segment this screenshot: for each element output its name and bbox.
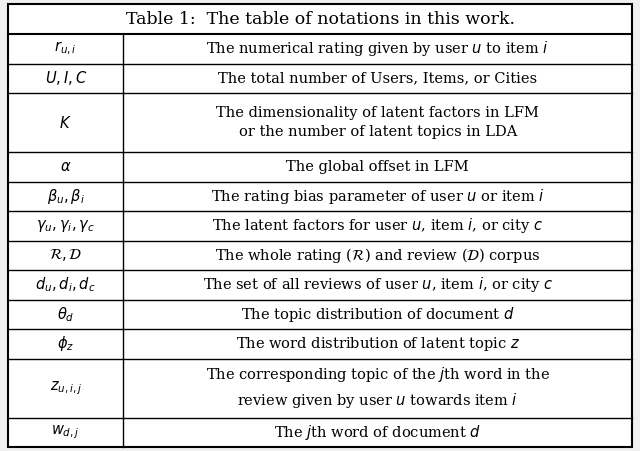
Text: $\gamma_u, \gamma_i, \gamma_c$: $\gamma_u, \gamma_i, \gamma_c$ (36, 218, 95, 234)
Text: The topic distribution of document $d$: The topic distribution of document $d$ (241, 305, 515, 324)
Text: The total number of Users, Items, or Cities: The total number of Users, Items, or Cit… (218, 71, 538, 85)
Text: The rating bias parameter of user $u$ or item $i$: The rating bias parameter of user $u$ or… (211, 187, 545, 206)
Text: The dimensionality of latent factors in LFM
or the number of latent topics in LD: The dimensionality of latent factors in … (216, 106, 539, 139)
Text: The set of all reviews of user $u$, item $i$, or city $c$: The set of all reviews of user $u$, item… (202, 275, 553, 294)
Text: $d_u, d_i, d_c$: $d_u, d_i, d_c$ (35, 276, 96, 294)
Text: The $j$th word of document $d$: The $j$th word of document $d$ (274, 423, 481, 442)
Text: The word distribution of latent topic $z$: The word distribution of latent topic $z… (236, 335, 520, 353)
Text: Table 1:  The table of notations in this work.: Table 1: The table of notations in this … (125, 10, 515, 28)
Text: $\theta_d$: $\theta_d$ (57, 305, 74, 324)
Text: $\beta_u, \beta_i$: $\beta_u, \beta_i$ (47, 187, 84, 206)
Text: The corresponding topic of the $j$th word in the
review given by user $u$ toward: The corresponding topic of the $j$th wor… (205, 365, 550, 410)
Text: $K$: $K$ (60, 115, 72, 130)
Text: The numerical rating given by user $u$ to item $i$: The numerical rating given by user $u$ t… (206, 39, 549, 58)
Text: The global offset in LFM: The global offset in LFM (287, 160, 469, 174)
Text: $U, I, C$: $U, I, C$ (45, 69, 87, 87)
Text: The whole rating ($\mathcal{R}$) and review ($\mathcal{D}$) corpus: The whole rating ($\mathcal{R}$) and rev… (215, 246, 540, 265)
Text: $z_{u,i,j}$: $z_{u,i,j}$ (49, 379, 82, 397)
Text: $r_{u,i}$: $r_{u,i}$ (54, 40, 77, 57)
Text: The latent factors for user $u$, item $i$, or city $c$: The latent factors for user $u$, item $i… (212, 216, 543, 235)
Text: $\phi_z$: $\phi_z$ (57, 334, 74, 353)
Text: $\mathcal{R}, \mathcal{D}$: $\mathcal{R}, \mathcal{D}$ (49, 247, 83, 263)
Text: $\alpha$: $\alpha$ (60, 160, 72, 174)
Text: $w_{d,j}$: $w_{d,j}$ (51, 423, 80, 441)
